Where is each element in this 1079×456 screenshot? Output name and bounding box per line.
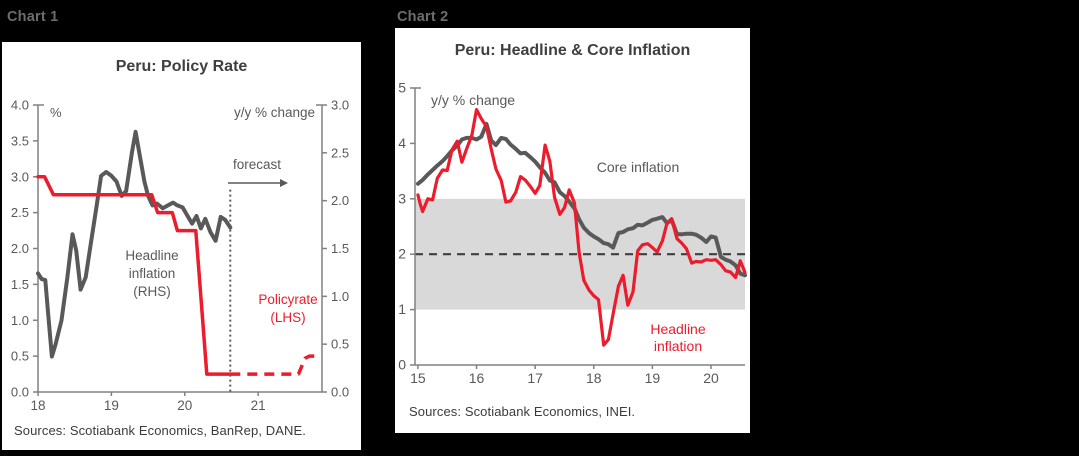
chart2-sources: Sources: Scotiabank Economics, INEI. <box>409 404 636 419</box>
chart2-title: Peru: Headline & Core Inflation <box>454 42 691 59</box>
left-axis-tick-label: 1 <box>398 301 406 317</box>
left-axis-tick-label: 2.5 <box>11 205 29 220</box>
right-axis-tick-label: 2.5 <box>331 145 349 160</box>
chart2-panel: 0 1 2 3 4 5 15 16 17 18 19 20 y/y % change Core infla… <box>395 28 750 433</box>
right-axis-tick-label: 0.5 <box>331 337 349 352</box>
chart1-tag: Chart 1 <box>7 9 59 25</box>
right-axis-tick-label: 1.0 <box>331 289 349 304</box>
left-axis-tick-label: 1.0 <box>11 313 29 328</box>
right-axis-tick-label: 3.0 <box>331 98 349 113</box>
x-axis-tick-label: 16 <box>469 370 485 386</box>
x-axis-tick-label: 19 <box>645 370 661 386</box>
forecast-arrow-head <box>280 179 288 187</box>
chart1-title: Peru: Policy Rate <box>115 58 248 75</box>
headline-inflation-rhs-label: (RHS) <box>133 284 171 299</box>
forecast-label: forecast <box>233 157 281 172</box>
chart2-tag: Chart 2 <box>397 9 449 25</box>
x-axis-tick-label: 15 <box>410 370 426 386</box>
left-axis-tick-label: 0.0 <box>11 385 29 400</box>
x-axis-tick-label: 21 <box>251 398 266 413</box>
left-axis-tick-label: 3.5 <box>11 133 29 148</box>
chart1-panel: 0.0 0.5 1.0 1.5 2.0 2.5 3.0 3.5 4.0 0.0 0.5 1.0 1.5 2… <box>2 42 361 450</box>
headline-inflation-label: Headline <box>650 321 705 337</box>
right-axis-tick-label: 2.0 <box>331 193 349 208</box>
left-axis-tick-label: 1.5 <box>11 277 29 292</box>
headline-inflation-rhs-label: Headline <box>125 248 178 263</box>
x-axis-tick-label: 18 <box>30 398 45 413</box>
chart2-plot: 0 1 2 3 4 5 15 16 17 18 19 20 y/y % change Core infla… <box>398 80 747 386</box>
right-axis-unit-label: y/y % change <box>234 105 315 120</box>
left-axis-tick-label: 2.0 <box>11 241 29 256</box>
left-axis-tick-label: 2 <box>398 246 406 262</box>
left-axis-tick-label: 4.0 <box>11 98 29 113</box>
x-axis-tick-label: 20 <box>177 398 192 413</box>
left-axis-tick-label: 3.0 <box>11 169 29 184</box>
right-axis-tick-label: 0.0 <box>331 385 349 400</box>
headline-inflation-line <box>416 107 747 347</box>
core-inflation-label: Core inflation <box>597 159 680 175</box>
x-axis-tick-label: 18 <box>586 370 602 386</box>
left-axis-tick-label: 0 <box>398 357 406 373</box>
headline-inflation-rhs-label: inflation <box>129 266 176 281</box>
x-axis-tick-label: 19 <box>104 398 119 413</box>
x-axis-tick-label: 17 <box>527 370 543 386</box>
policy-rate-line <box>36 175 233 376</box>
x-axis-tick-label: 20 <box>703 370 719 386</box>
chart1-sources: Sources: Scotiabank Economics, BanRep, D… <box>14 423 306 438</box>
core-inflation-line <box>415 122 747 278</box>
left-axis-tick-label: 3 <box>398 190 406 206</box>
y-axis-unit-label: y/y % change <box>431 92 515 108</box>
left-axis-unit-label: % <box>50 105 62 120</box>
policy-rate-forecast-line <box>230 354 320 376</box>
left-axis-tick-label: 4 <box>398 135 406 151</box>
headline-inflation-line <box>36 129 233 359</box>
right-axis-tick-label: 1.5 <box>331 241 349 256</box>
policy-rate-lhs-label: (LHS) <box>270 310 305 325</box>
policy-rate-lhs-label: Policyrate <box>258 292 317 307</box>
chart1-plot: 0.0 0.5 1.0 1.5 2.0 2.5 3.0 3.5 4.0 0.0 0.5 1.0 1.5 2… <box>11 98 349 414</box>
left-axis-tick-label: 5 <box>398 80 406 96</box>
left-axis-tick-label: 0.5 <box>11 349 29 364</box>
headline-inflation-label: inflation <box>654 338 702 354</box>
